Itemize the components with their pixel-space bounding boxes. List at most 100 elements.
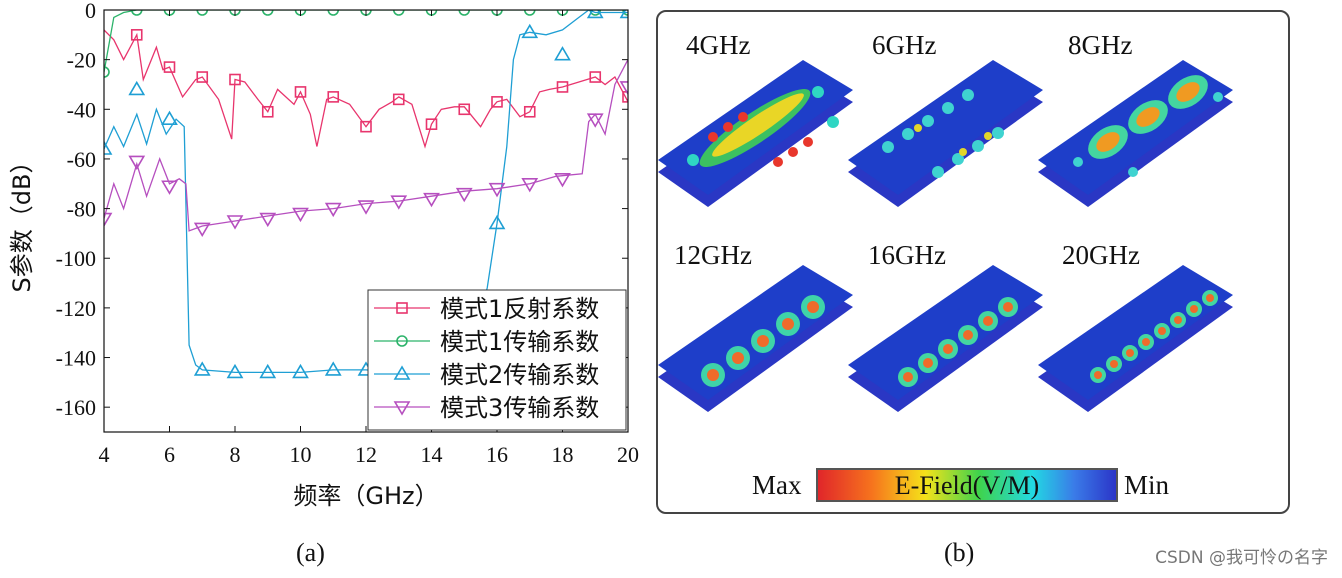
data-point: [163, 61, 176, 73]
x-tick-label: 8: [230, 442, 241, 467]
y-tick-label: 0: [85, 0, 96, 23]
field-16ghz-image: [848, 265, 1043, 412]
data-point: [521, 23, 539, 39]
data-point: [392, 93, 405, 106]
y-tick-label: -120: [56, 296, 96, 321]
field-plot-20ghz: [1038, 237, 1238, 437]
data-point: [128, 80, 146, 96]
x-tick-label: 20: [617, 442, 639, 467]
data-point: [196, 10, 209, 16]
data-point: [425, 118, 438, 130]
s-parameter-chart: 4 6 8 10 12 14 16 18 20 0 -20 -40 -60 -80 -100 -120 -140…: [8, 0, 639, 510]
x-tick-label: 12: [355, 442, 377, 467]
x-tick-label: 16: [486, 442, 508, 467]
y-tick-label: -100: [56, 246, 96, 271]
field-8ghz-image: [1038, 60, 1233, 207]
data-point: [226, 215, 244, 230]
series-line-4: [104, 59, 628, 232]
freq-label-20ghz: 20GHz: [1062, 240, 1140, 270]
data-point: [357, 200, 375, 215]
data-point: [458, 10, 471, 16]
data-point: [226, 363, 244, 379]
colorbar-title: E-Field(V/M): [894, 471, 1040, 500]
series-line-3: [104, 10, 628, 374]
data-point: [229, 73, 241, 86]
data-point: [193, 361, 211, 376]
legend-entry: 模式1传输系数: [440, 328, 599, 356]
data-point: [556, 81, 569, 93]
data-point: [554, 46, 571, 61]
caption-a: (a): [296, 538, 325, 567]
field-plot-16ghz: [848, 237, 1048, 437]
data-point: [130, 10, 143, 16]
data-point: [193, 222, 211, 238]
freq-label-6ghz: 6GHz: [872, 30, 937, 60]
field-20ghz-image: [1038, 265, 1233, 412]
data-point: [586, 10, 604, 19]
colorbar-gradient: E-Field(V/M): [816, 468, 1118, 502]
data-point: [554, 173, 571, 188]
data-point: [521, 177, 539, 193]
legend-marker: [396, 302, 408, 314]
data-point: [491, 96, 503, 108]
legend-entry: 模式3传输系数: [440, 394, 599, 422]
series-1: [104, 29, 628, 149]
data-point: [104, 140, 113, 155]
series-line-1: [104, 29, 628, 149]
data-point: [259, 212, 277, 228]
data-point: [523, 105, 536, 118]
data-point: [128, 155, 146, 171]
field-12ghz-image: [658, 265, 853, 412]
data-point: [488, 214, 506, 230]
colorbar-min-label: Min: [1124, 470, 1170, 500]
data-point: [589, 10, 602, 16]
y-tick-label: -160: [56, 395, 96, 420]
x-tick-label: 14: [421, 442, 443, 467]
colorbar: Max E-Field(V/M) Min: [752, 468, 1192, 502]
y-tick-label: -140: [56, 346, 96, 371]
legend-entry: 模式1反射系数: [440, 295, 599, 323]
y-tick-label: -60: [67, 147, 96, 172]
data-point: [458, 103, 471, 116]
series-line-2: [104, 10, 628, 73]
colorbar-max-label: Max: [752, 470, 802, 500]
freq-label-8ghz: 8GHz: [1068, 30, 1133, 60]
legend-marker: [393, 365, 411, 380]
data-point: [130, 29, 143, 41]
data-point: [324, 361, 342, 376]
y-tick-label: -20: [67, 48, 96, 73]
watermark: CSDN @我可怜の名字: [1155, 548, 1328, 568]
data-point: [589, 71, 602, 83]
field-plot-4ghz: [658, 32, 858, 232]
data-point: [327, 91, 340, 103]
data-point: [392, 10, 405, 16]
data-point: [161, 180, 178, 195]
x-tick-label: 6: [164, 442, 175, 467]
data-point: [455, 187, 473, 203]
data-point: [259, 363, 277, 379]
field-distribution-panel: 4GHz 6GHz 8GHz 12GHz 16GHz 20GHz Max E-F…: [656, 10, 1290, 514]
data-point: [619, 81, 628, 96]
field-plot-8ghz: [1038, 32, 1238, 232]
data-point: [423, 192, 440, 208]
caption-b: (b): [944, 538, 975, 567]
x-tick-label: 18: [552, 442, 574, 467]
data-point: [327, 10, 340, 16]
data-point: [292, 363, 309, 379]
y-tick-label: -40: [67, 97, 96, 122]
freq-label-12ghz: 12GHz: [674, 240, 752, 270]
x-tick-label: 10: [290, 442, 312, 467]
legend-marker: [396, 335, 408, 347]
field-plot-12ghz: [658, 237, 858, 437]
data-point: [390, 195, 408, 210]
freq-label-16ghz: 16GHz: [868, 240, 946, 270]
data-point: [360, 120, 372, 133]
freq-label-4ghz: 4GHz: [686, 30, 751, 60]
data-point: [292, 207, 309, 223]
data-point: [161, 110, 178, 126]
data-point: [261, 10, 274, 16]
y-tick-label: -80: [67, 197, 96, 222]
data-point: [104, 212, 113, 228]
data-point: [619, 10, 628, 19]
data-point: [294, 86, 307, 98]
